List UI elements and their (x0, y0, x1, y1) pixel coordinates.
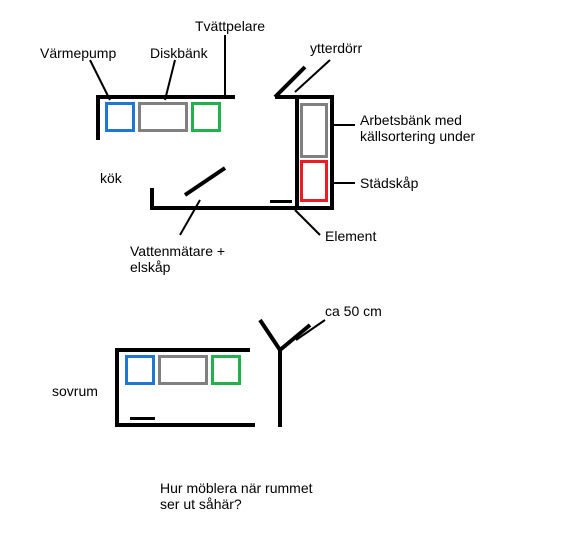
floorplan-canvas: Tvättpelare Värmepump Diskbänk ytterdörr… (0, 0, 573, 543)
label-sovrum: sovrum (52, 383, 98, 399)
label-ytterdorr: ytterdörr (310, 40, 362, 56)
label-ca50: ca 50 cm (325, 303, 382, 319)
label-arbetsbank-l2: källsortering under (360, 128, 475, 144)
label-element: Element (325, 228, 376, 244)
label-vatten-l1: Vattenmätare + (130, 243, 225, 259)
label-tvattpelare: Tvättpelare (195, 18, 265, 34)
label-question-l2: ser ut såhär? (160, 496, 242, 512)
label-question-l1: Hur möblera när rummet (160, 480, 313, 496)
label-kok: kök (100, 170, 122, 186)
pointer-lines (0, 0, 573, 543)
label-arbetsbank-l1: Arbetsbänk med (360, 112, 462, 128)
label-diskbank: Diskbänk (150, 45, 208, 61)
label-stadskap: Städskåp (360, 175, 418, 191)
label-vatten-l2: elskåp (130, 259, 170, 275)
label-varmepump: Värmepump (40, 45, 116, 61)
